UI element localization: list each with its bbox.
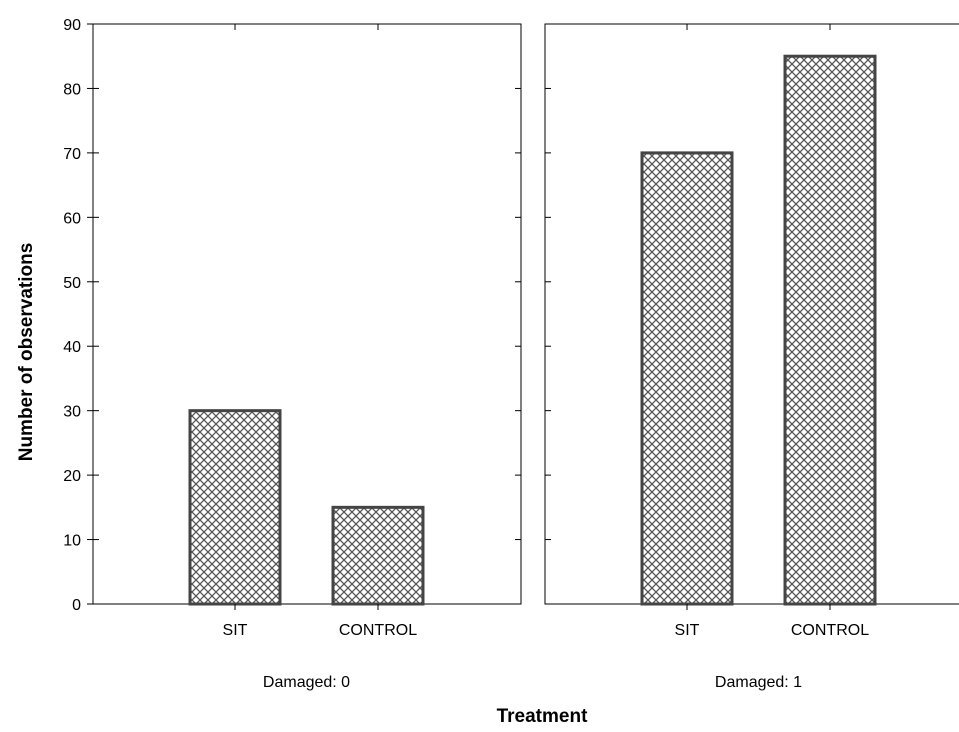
y-tick-label: 40 — [63, 339, 81, 356]
y-tick-label: 20 — [63, 468, 81, 485]
bar-sit — [640, 151, 734, 606]
y-tick-label: 50 — [63, 275, 81, 292]
y-tick-label: 10 — [63, 533, 81, 550]
x-tick-label: CONTROL — [791, 622, 869, 639]
y-axis-title: Number of observations — [16, 243, 37, 462]
y-tick-label: 30 — [63, 404, 81, 421]
y-tick-label: 70 — [63, 146, 81, 163]
x-axis-title: Treatment — [497, 706, 588, 727]
x-tick-label: SIT — [675, 622, 700, 639]
panel-frame — [544, 23, 959, 605]
y-tick-label: 80 — [63, 81, 81, 98]
bar-control — [783, 54, 877, 606]
bar-control — [331, 505, 425, 606]
x-tick-label: SIT — [223, 622, 248, 639]
bar-sit — [188, 409, 282, 606]
panel-frame — [92, 23, 522, 605]
panel-1: SIT CONTROL Damaged: 1 — [544, 23, 959, 691]
panel-label: Damaged: 0 — [263, 674, 350, 691]
panel-0: 0 10 20 30 40 50 60 70 80 90 SIT CONTROL Damaged: 0 — [63, 17, 522, 691]
panel-label: Damaged: 1 — [715, 674, 802, 691]
x-tick-label: CONTROL — [339, 622, 417, 639]
y-tick-label: 90 — [63, 17, 81, 34]
y-tick-label: 60 — [63, 210, 81, 227]
y-tick-label: 0 — [72, 597, 81, 614]
